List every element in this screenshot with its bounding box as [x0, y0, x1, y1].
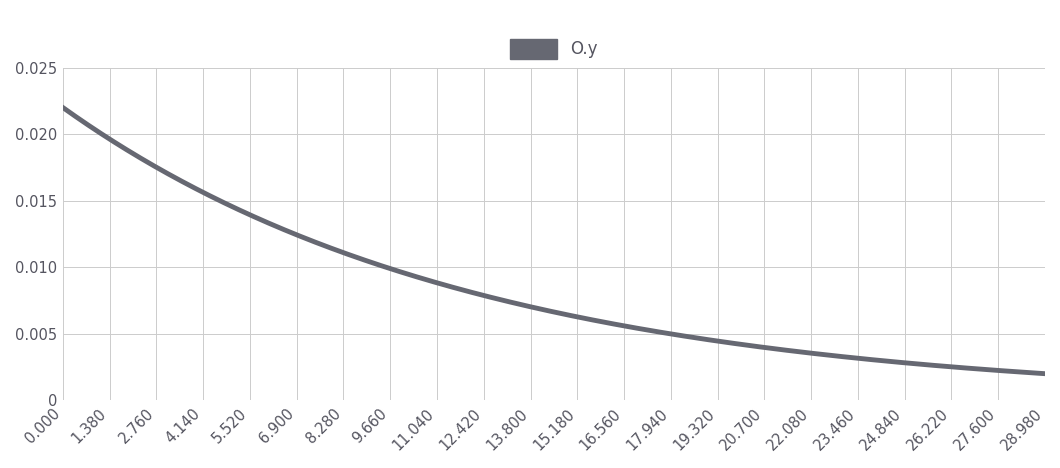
Legend: O.y: O.y — [504, 33, 604, 65]
